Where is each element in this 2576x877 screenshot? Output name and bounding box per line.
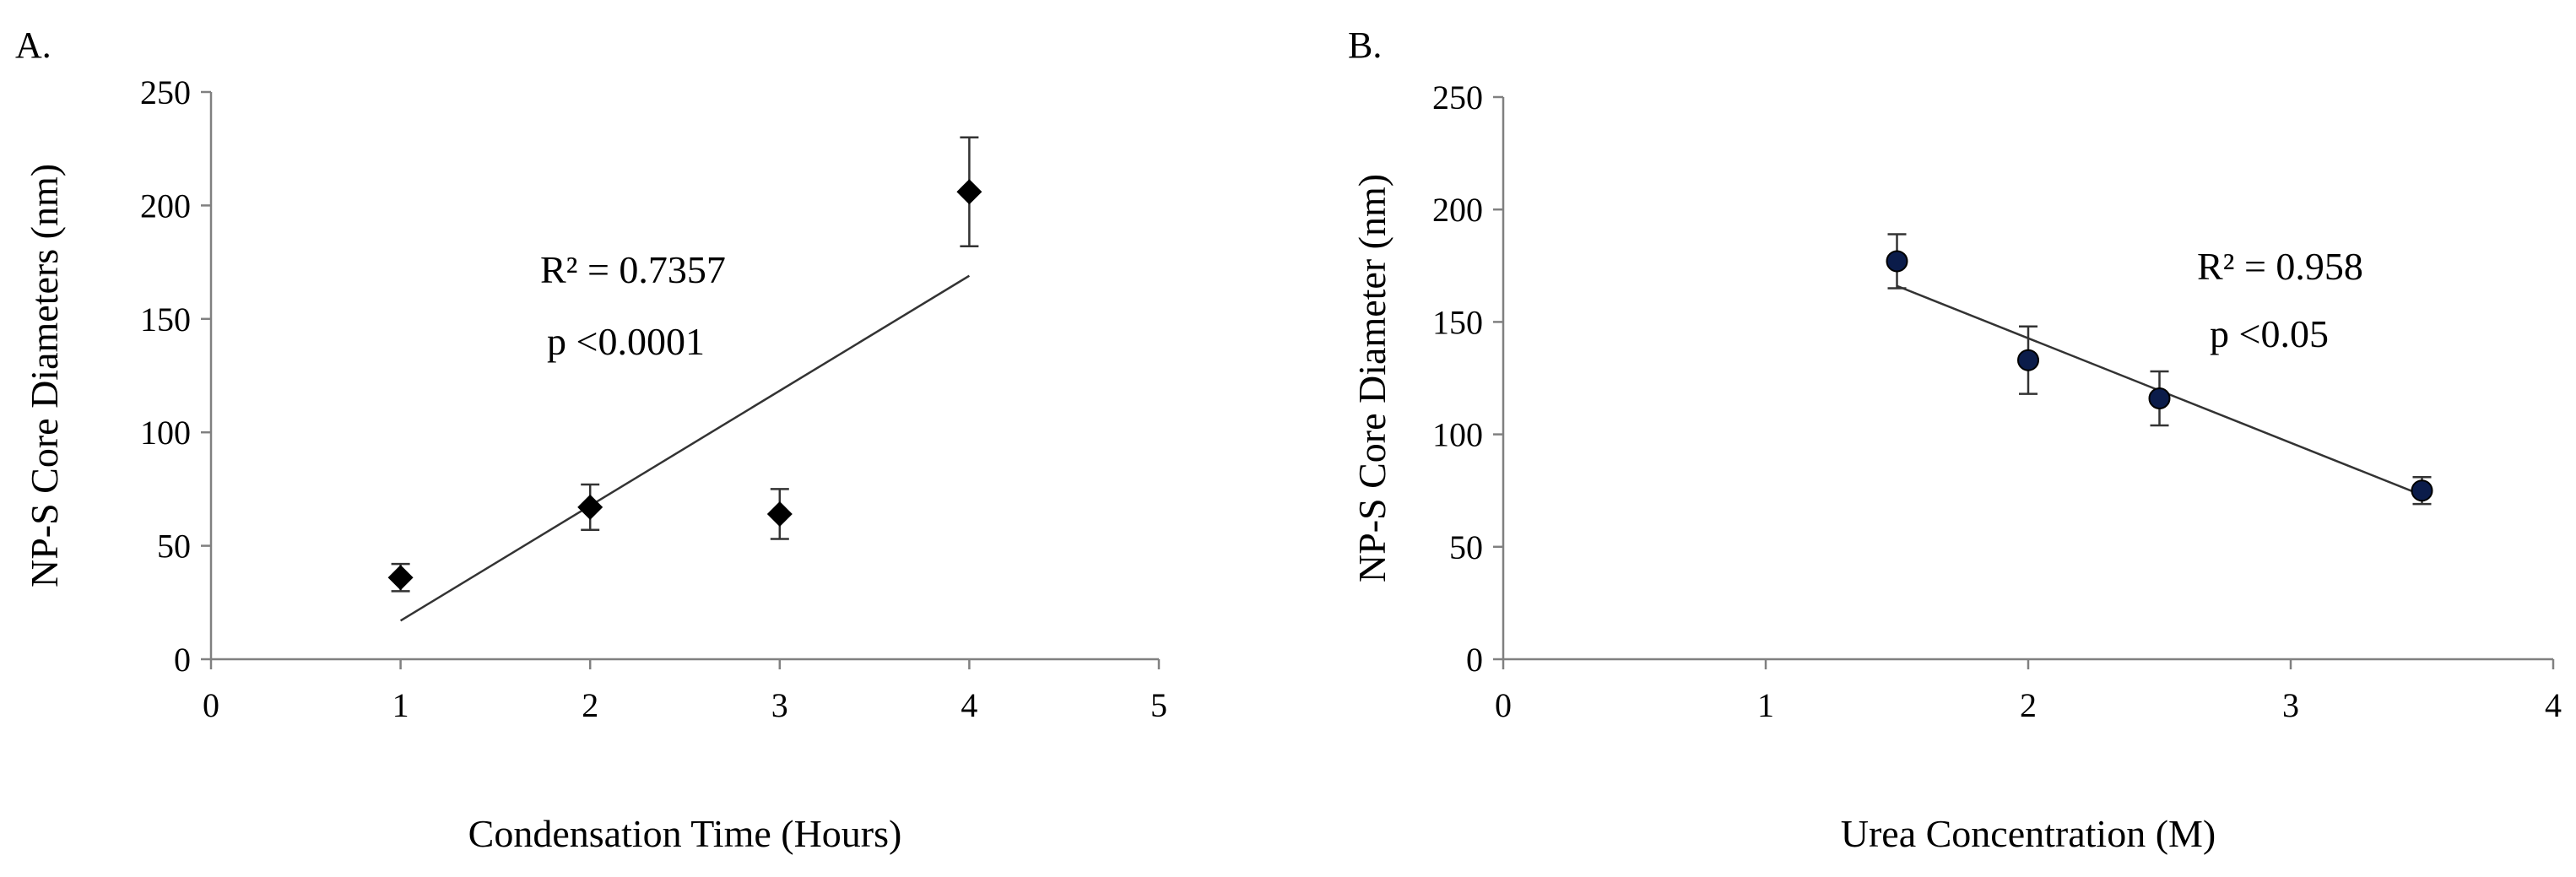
y-tick-label: 200 (1432, 191, 1483, 229)
data-point (387, 565, 414, 591)
x-tick-label: 0 (203, 686, 219, 724)
x-tick-label: 3 (2282, 686, 2299, 724)
x-axis-title: Urea Concentration (M) (1841, 812, 2216, 855)
y-tick-label: 0 (174, 641, 191, 679)
x-tick-label: 4 (961, 686, 977, 724)
y-tick-label: 150 (1432, 303, 1483, 341)
y-tick-label: 100 (1432, 416, 1483, 454)
panel-label: B. (1348, 24, 1382, 66)
data-point (2017, 349, 2039, 371)
y-tick-label: 100 (140, 414, 191, 452)
trendline (399, 274, 971, 622)
x-tick-label: 0 (1495, 686, 1512, 724)
y-tick-label: 200 (140, 187, 191, 225)
chart-panel-b: B. 0 50 100 150 200 250 0 1 2 3 4 Urea Concentration… (1348, 24, 2562, 855)
x-tick-label: 2 (2020, 686, 2037, 724)
y-tick-label: 250 (1432, 78, 1483, 116)
data-point (2411, 479, 2433, 502)
p-value-annotation: p <0.0001 (547, 320, 705, 363)
data-point (2148, 387, 2171, 409)
r-squared-annotation: R² = 0.7357 (540, 248, 726, 291)
data-point (1886, 250, 1908, 273)
x-tick-label: 1 (392, 686, 409, 724)
data-point (766, 501, 793, 527)
y-tick-label: 150 (140, 300, 191, 338)
x-tick-label: 1 (1757, 686, 1774, 724)
data-point (577, 494, 603, 520)
p-value-annotation: p <0.05 (2210, 312, 2329, 355)
panel-label: A. (15, 24, 51, 66)
y-tick-label: 50 (1449, 528, 1483, 566)
data-point (956, 179, 982, 205)
x-tick-label: 2 (582, 686, 598, 724)
x-tick-label: 4 (2545, 686, 2562, 724)
y-tick-label: 0 (1466, 641, 1483, 679)
y-axis-title: NP-S Core Diameters (nm) (23, 164, 66, 587)
y-axis-title: NP-S Core Diameter (nm) (1350, 174, 1394, 582)
chart-panel-a: A. 0 50 100 150 200 250 0 1 2 3 4 5 Condensation Time… (15, 24, 1167, 855)
x-tick-label: 5 (1150, 686, 1167, 724)
y-tick-label: 250 (140, 73, 191, 111)
y-tick-label: 50 (157, 528, 191, 566)
x-tick-label: 3 (771, 686, 788, 724)
x-axis-title: Condensation Time (Hours) (468, 812, 902, 855)
r-squared-annotation: R² = 0.958 (2197, 245, 2363, 288)
